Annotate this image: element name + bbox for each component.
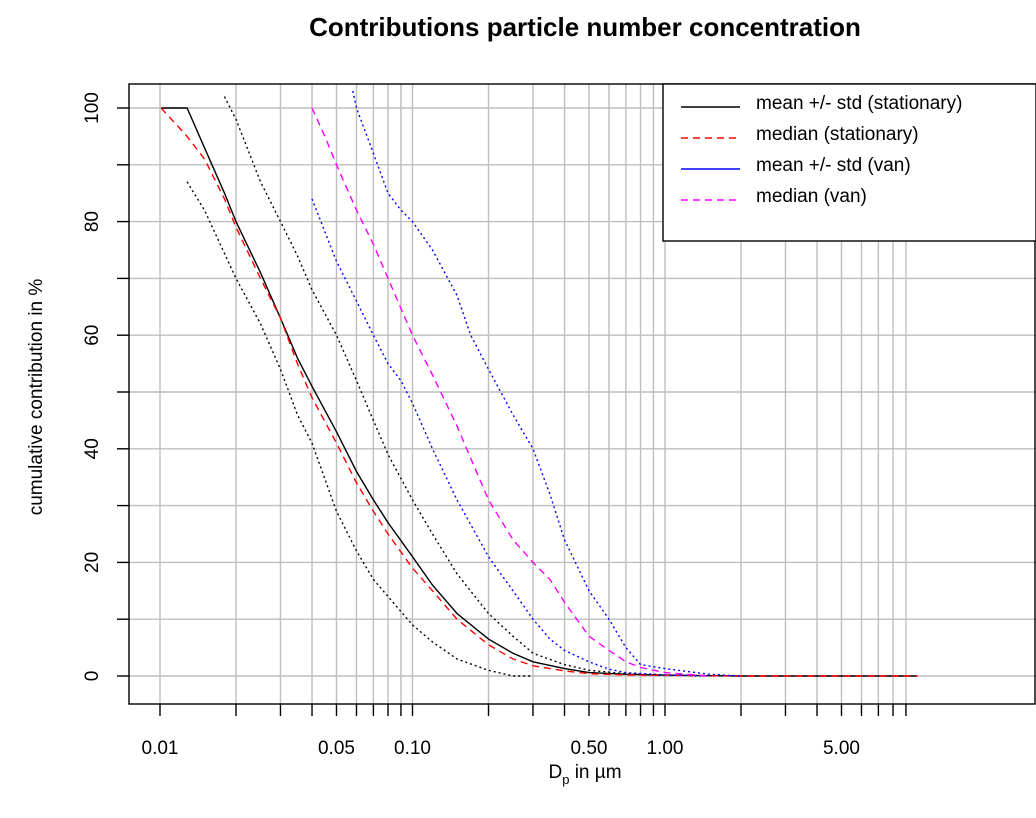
x-tick-label: 0.10 — [394, 738, 431, 759]
legend-label-1: median (stationary) — [756, 124, 919, 145]
x-axis-label: Dp in µm — [548, 762, 621, 787]
y-tick-label: 100 — [82, 92, 103, 124]
plot-frame — [128, 83, 1036, 705]
y-tick-label: 80 — [82, 211, 103, 232]
y-tick-label: 20 — [82, 552, 103, 573]
y-tick-label: 60 — [82, 325, 103, 346]
x-axis: 0.01 0.05 0.10 0.50 1.00 5.00 — [142, 704, 907, 759]
chart-title: Contributions particle number concentrat… — [309, 12, 861, 42]
y-tick-label: 0 — [82, 671, 103, 682]
y-axis-label: cumulative contribution in % — [26, 279, 47, 516]
y-axis: 0 20 40 60 80 100 — [82, 92, 129, 681]
x-tick-label: 5.00 — [823, 738, 860, 759]
x-tick-label: 0.50 — [570, 738, 607, 759]
legend: mean +/- std (stationary) median (station… — [662, 83, 1036, 242]
x-axis-label-main: D — [548, 762, 562, 783]
x-axis-label-subscript: p — [562, 772, 569, 787]
x-tick-label: 0.01 — [142, 738, 179, 759]
x-tick-label: 1.00 — [647, 738, 684, 759]
legend-label-0: mean +/- std (stationary) — [756, 93, 962, 114]
plot-border — [128, 83, 1036, 705]
x-axis-label-rest: in µm — [569, 762, 621, 783]
series-line-3 — [160, 107, 918, 677]
legend-box — [662, 83, 1036, 242]
legend-label-2: mean +/- std (van) — [756, 155, 911, 176]
series-layer — [160, 90, 918, 677]
x-tick-label: 0.05 — [318, 738, 355, 759]
series-line-4 — [352, 90, 742, 677]
y-tick-label: 40 — [82, 438, 103, 459]
series-line-6 — [311, 107, 710, 677]
legend-label-3: median (van) — [756, 186, 867, 207]
